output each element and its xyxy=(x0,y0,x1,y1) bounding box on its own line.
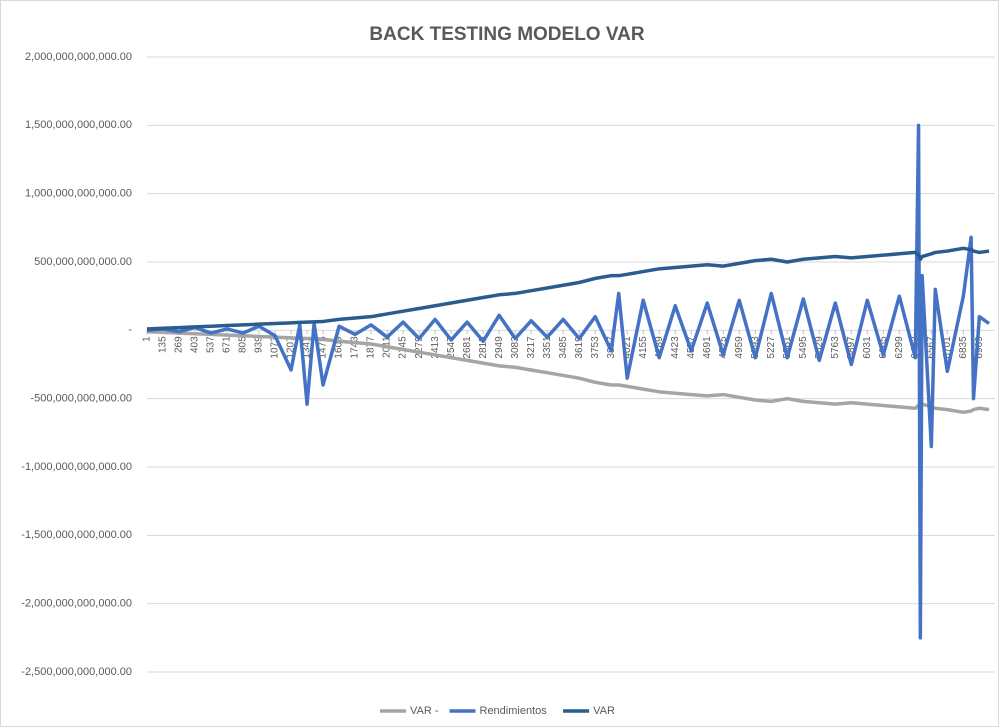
x-tick-label: 3485 xyxy=(558,336,569,359)
y-tick-label: 2,000,000,000,000.00 xyxy=(25,51,132,63)
x-tick-label: 4289 xyxy=(654,336,665,359)
x-tick-label: 1073 xyxy=(270,336,281,359)
x-tick-label: 939 xyxy=(254,336,265,353)
x-tick-label: 4959 xyxy=(734,336,745,359)
y-tick-label: 1,500,000,000,000.00 xyxy=(25,119,132,131)
x-tick-label: 1609 xyxy=(334,336,345,359)
x-tick-label: 269 xyxy=(174,336,185,353)
x-tick-label: 805 xyxy=(238,336,249,353)
y-tick-label: -2,000,000,000,000.00 xyxy=(21,598,132,610)
y-tick-label: 500,000,000,000.00 xyxy=(34,256,132,268)
x-tick-label: 537 xyxy=(206,336,217,353)
x-tick-label: 4021 xyxy=(622,336,633,359)
y-tick-label: - xyxy=(128,324,132,336)
x-tick-label: 5763 xyxy=(830,336,841,359)
x-tick-label: 2815 xyxy=(478,336,489,359)
x-tick-label: 2681 xyxy=(462,336,473,359)
x-tick-label: 2145 xyxy=(398,336,409,359)
x-tick-label: 403 xyxy=(190,336,201,353)
y-tick-label: 1,000,000,000,000.00 xyxy=(25,188,132,200)
x-tick-label: 3753 xyxy=(590,336,601,359)
x-tick-label: 6567 xyxy=(926,336,937,359)
x-tick-label: 671 xyxy=(222,336,233,353)
x-tick-label: 5495 xyxy=(798,336,809,359)
x-tick-label: 3351 xyxy=(542,336,553,359)
x-tick-label: 1341 xyxy=(302,336,313,359)
chart-title: BACK TESTING MODELO VAR xyxy=(369,24,644,45)
y-tick-label: -1,500,000,000,000.00 xyxy=(21,529,132,541)
x-tick-label: 6701 xyxy=(942,336,953,359)
x-tick-label: 6835 xyxy=(958,336,969,359)
x-tick-label: 2413 xyxy=(430,336,441,359)
x-tick-label: 5361 xyxy=(782,336,793,359)
x-tick-label: 4691 xyxy=(702,336,713,359)
x-tick-label: 2279 xyxy=(414,336,425,359)
x-tick-label: 3083 xyxy=(510,336,521,359)
x-tick-label: 5093 xyxy=(750,336,761,359)
x-tick-label: 135 xyxy=(158,336,169,353)
x-tick-label: 4423 xyxy=(670,336,681,359)
x-tick-label: 6165 xyxy=(878,336,889,359)
x-tick-label: 6299 xyxy=(894,336,905,359)
y-tick-label: -1,000,000,000,000.00 xyxy=(21,461,132,473)
x-tick-label: 2949 xyxy=(494,336,505,359)
legend-label: Rendimientos xyxy=(480,705,548,717)
x-tick-label: 6969 xyxy=(974,336,985,359)
x-tick-label: 5629 xyxy=(814,336,825,359)
x-tick-label: 3217 xyxy=(526,336,537,359)
x-tick-label: 4825 xyxy=(718,336,729,359)
x-tick-label: 1 xyxy=(142,336,153,342)
series-line xyxy=(146,246,990,331)
legend-label: VAR xyxy=(593,705,615,717)
x-tick-label: 5227 xyxy=(766,336,777,359)
x-tick-label: 4155 xyxy=(638,336,649,359)
series-line xyxy=(146,123,991,640)
y-tick-label: -500,000,000,000.00 xyxy=(30,393,132,405)
x-tick-label: 5897 xyxy=(846,336,857,359)
x-tick-label: 1877 xyxy=(366,336,377,359)
x-tick-label: 1207 xyxy=(286,336,297,359)
x-tick-label: 3619 xyxy=(574,336,585,359)
y-tick-label: -2,500,000,000,000.00 xyxy=(21,666,132,678)
x-tick-label: 1475 xyxy=(318,336,329,359)
x-tick-label: 6031 xyxy=(862,336,873,359)
x-tick-label: 1743 xyxy=(350,336,361,359)
x-tick-label: 2547 xyxy=(446,336,457,359)
legend-label: VAR - xyxy=(410,705,439,717)
